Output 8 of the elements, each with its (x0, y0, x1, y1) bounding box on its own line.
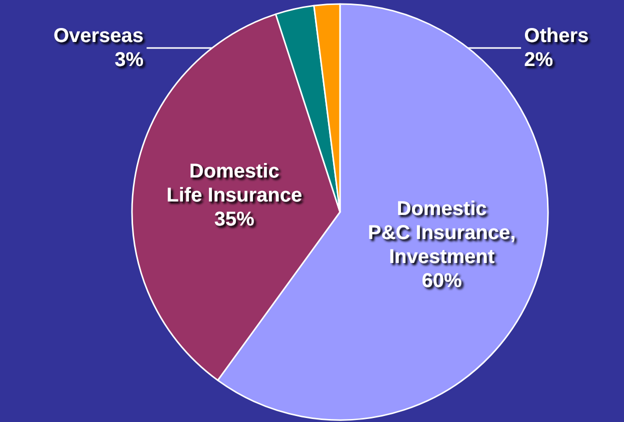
slice-label: Overseas (53, 25, 144, 47)
slice-label: Others (524, 25, 589, 47)
data-label: 3% (114, 49, 144, 71)
data-label: 2% (524, 49, 554, 71)
slice-label: Domestic P&C Insurance, Investment (368, 198, 516, 268)
data-label: 60% (422, 270, 462, 292)
slice-label: Domestic Life Insurance (166, 160, 302, 206)
data-label: 35% (214, 208, 255, 230)
